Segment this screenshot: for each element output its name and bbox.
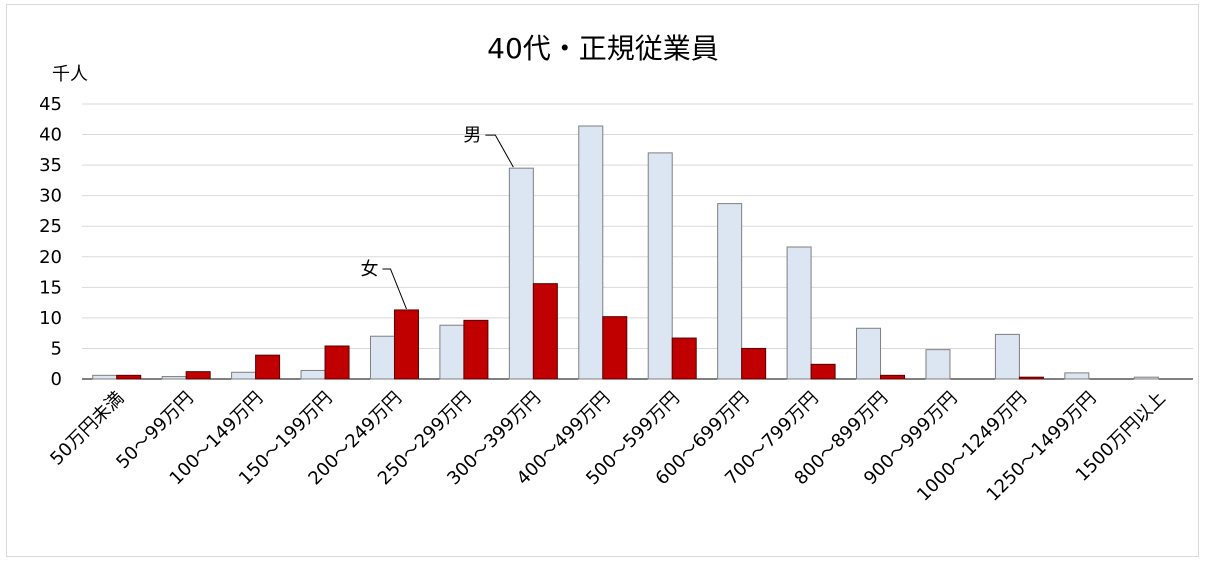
bar-female-7	[602, 316, 628, 380]
bar-male-12	[925, 349, 951, 380]
y-tick-label: 20	[39, 247, 62, 268]
bar-male-11	[856, 327, 882, 380]
bar-male-8	[647, 152, 673, 380]
y-tick-label: 10	[39, 308, 62, 329]
chart-title: 40代・正規従業員	[487, 32, 719, 65]
bar-female-8	[671, 337, 697, 380]
bar-male-9	[717, 203, 743, 380]
y-tick-label: 25	[39, 216, 62, 237]
y-tick-label: 0	[51, 369, 62, 390]
bar-male-3	[300, 369, 326, 380]
bar-male-7	[578, 125, 604, 380]
bar-male-4	[369, 335, 395, 380]
bar-male-1	[161, 376, 187, 380]
bar-female-11	[880, 374, 906, 380]
y-axis-unit-label: 千人	[52, 64, 88, 85]
bar-female-3	[324, 345, 350, 380]
y-tick-label: 40	[39, 125, 62, 146]
bar-female-9	[741, 347, 767, 380]
bar-male-15	[1133, 376, 1159, 380]
bar-male-5	[439, 324, 465, 380]
bar-male-10	[786, 246, 812, 380]
y-tick-label: 5	[51, 338, 62, 359]
series-label-female: 女	[360, 259, 378, 280]
bar-female-4	[393, 309, 419, 380]
bar-female-2	[255, 354, 281, 380]
bar-female-1	[185, 371, 211, 380]
bar-male-0	[92, 374, 118, 380]
male-leader-line	[485, 134, 514, 168]
bar-male-14	[1064, 372, 1090, 380]
bar-female-0	[116, 374, 142, 380]
female-leader-line	[382, 268, 407, 310]
bar-female-10	[810, 363, 836, 380]
y-tick-label: 35	[39, 155, 62, 176]
bar-female-6	[532, 283, 558, 380]
y-tick-label: 30	[39, 186, 62, 207]
bar-male-6	[508, 167, 534, 380]
bar-male-13	[994, 333, 1020, 380]
y-tick-label: 45	[39, 94, 62, 115]
y-tick-label: 15	[39, 277, 62, 298]
bar-male-2	[231, 371, 257, 380]
bar-female-5	[463, 319, 489, 380]
bar-female-13	[1018, 376, 1044, 380]
series-label-male: 男	[463, 125, 481, 146]
